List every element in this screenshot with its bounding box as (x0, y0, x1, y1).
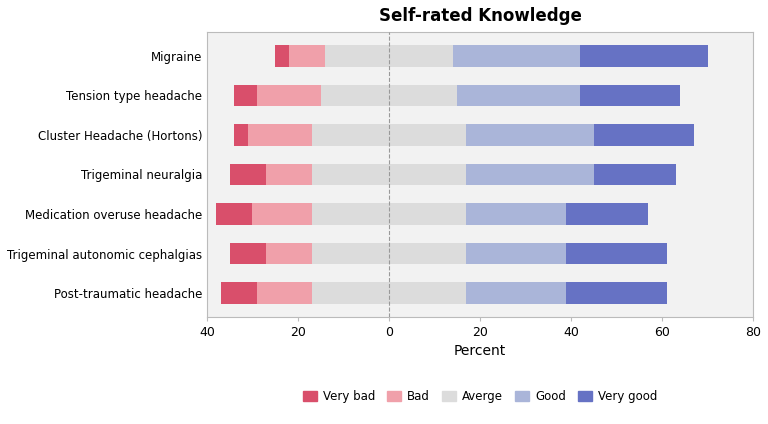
Bar (257, 84, 321, 106)
Bar (253, 203, 312, 225)
Bar (216, 203, 253, 225)
Bar (248, 124, 312, 146)
Bar (312, 282, 389, 304)
Bar (312, 124, 389, 146)
Bar (220, 282, 257, 304)
Bar (257, 282, 312, 304)
Bar (326, 45, 389, 67)
Bar (312, 164, 389, 185)
Bar (466, 164, 594, 185)
Bar (389, 45, 452, 67)
Bar (389, 243, 466, 265)
Bar (594, 124, 694, 146)
Bar (466, 282, 567, 304)
Bar (275, 45, 289, 67)
Bar (389, 84, 457, 106)
Bar (266, 164, 312, 185)
Legend: Very bad, Bad, Averge, Good, Very good: Very bad, Bad, Averge, Good, Very good (298, 385, 662, 408)
Bar (466, 124, 594, 146)
Bar (567, 282, 667, 304)
Bar (389, 203, 466, 225)
Bar (580, 45, 707, 67)
Bar (289, 45, 326, 67)
Bar (321, 84, 389, 106)
Bar (466, 203, 567, 225)
Bar (266, 243, 312, 265)
Bar (567, 203, 648, 225)
Bar (567, 243, 667, 265)
Bar (457, 84, 580, 106)
Title: Self-rated Knowledge: Self-rated Knowledge (379, 7, 581, 25)
Bar (580, 84, 680, 106)
Bar (389, 282, 466, 304)
Bar (389, 164, 466, 185)
Bar (312, 203, 389, 225)
Bar (452, 45, 580, 67)
Bar (466, 243, 567, 265)
Bar (312, 243, 389, 265)
Bar (594, 164, 676, 185)
X-axis label: Percent: Percent (454, 344, 506, 358)
Bar (234, 84, 257, 106)
Bar (389, 124, 466, 146)
Bar (234, 124, 248, 146)
Bar (230, 243, 266, 265)
Bar (230, 164, 266, 185)
